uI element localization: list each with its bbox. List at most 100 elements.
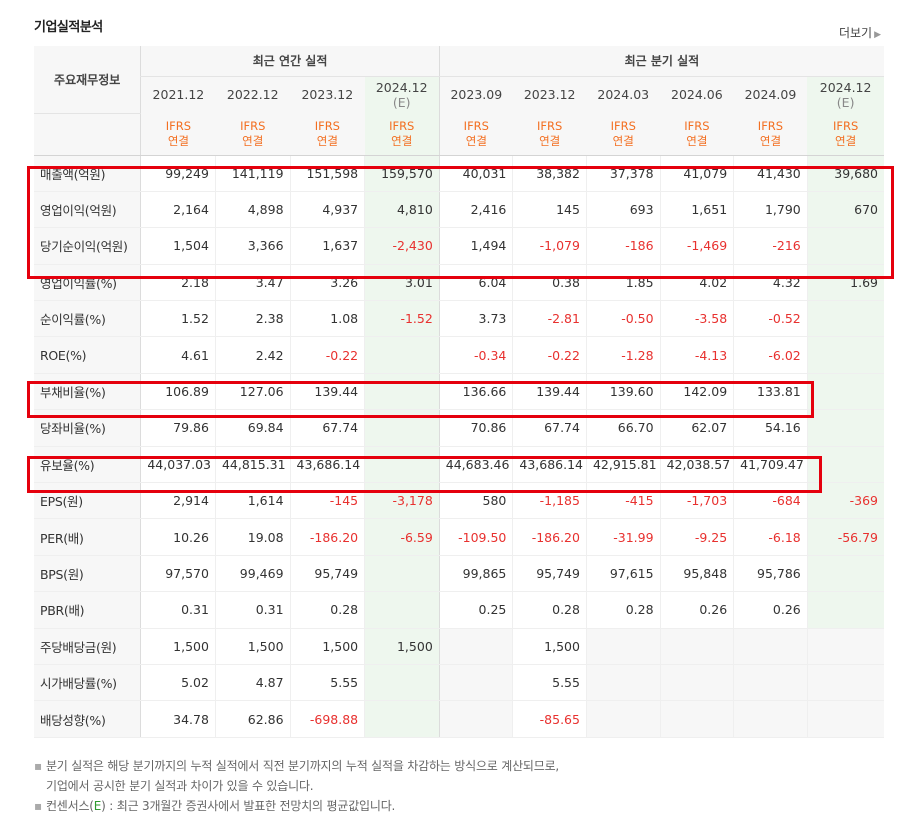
period-header: 2023.09 bbox=[438, 76, 513, 113]
more-link[interactable]: 더보기 ▶ bbox=[839, 24, 881, 41]
table-cell: 99,249 bbox=[140, 155, 216, 192]
table-cell: 54.16 bbox=[733, 409, 808, 447]
table-cell: -31.99 bbox=[585, 518, 661, 556]
table-cell: 5.55 bbox=[289, 664, 365, 702]
table-cell: 1,494 bbox=[438, 227, 513, 265]
table-cell: -1,079 bbox=[512, 227, 587, 265]
table-cell: 5.55 bbox=[512, 664, 587, 702]
row-label: EPS(원) bbox=[34, 482, 141, 520]
table-cell: 0.28 bbox=[512, 591, 587, 629]
table-cell: 5.02 bbox=[140, 664, 216, 702]
table-row: 주당배당금(원) 1,500 1,500 1,500 1,500 1,500 bbox=[34, 627, 884, 665]
table-cell: 44,037.03 bbox=[140, 446, 216, 484]
table-cell: 37,378 bbox=[585, 155, 661, 192]
period-label: 2023.09 bbox=[450, 87, 503, 103]
table-cell bbox=[806, 664, 884, 702]
table-cell bbox=[806, 591, 884, 629]
table-cell: -0.22 bbox=[512, 336, 587, 374]
table-cell: 4,898 bbox=[214, 191, 291, 229]
table-cell: -0.22 bbox=[289, 336, 365, 374]
table-cell: -1.28 bbox=[585, 336, 661, 374]
period-header: 2024.12 (E) bbox=[364, 76, 440, 113]
ifrs-badge: IFRS 연결 bbox=[215, 113, 291, 156]
table-cell bbox=[733, 627, 808, 665]
table-cell: 1,500 bbox=[512, 627, 587, 665]
table-cell: 106.89 bbox=[140, 372, 216, 411]
ifrs-badge: IFRS 연결 bbox=[660, 113, 734, 156]
table-cell: 69.84 bbox=[214, 409, 291, 447]
period-label: 2024.12 bbox=[375, 79, 428, 95]
footnote-2: ▪ 컨센서스(E) : 최근 3개월간 증권사에서 발표한 전망치의 평균값입니다… bbox=[34, 799, 396, 813]
ifrs-top: IFRS bbox=[537, 118, 563, 133]
table-cell: 6.04 bbox=[438, 263, 513, 302]
table-cell: 79.86 bbox=[140, 409, 216, 447]
table-cell bbox=[806, 227, 884, 265]
footnotes: ▪ 분기 실적은 해당 분기까지의 누적 실적에서 직전 분기까지의 누적 실적을… bbox=[34, 756, 559, 816]
table-cell: 3.73 bbox=[438, 300, 513, 338]
table-cell: -216 bbox=[733, 227, 808, 265]
table-cell bbox=[585, 627, 661, 665]
table-cell: -6.18 bbox=[733, 518, 808, 556]
table-cell: 139.44 bbox=[289, 372, 365, 411]
table-cell bbox=[659, 664, 734, 702]
table-cell: -186.20 bbox=[289, 518, 365, 556]
table-row: PER(배) 10.26 19.08 -186.20 -6.59 -109.50 -186.… bbox=[34, 518, 884, 556]
table-cell: -109.50 bbox=[438, 518, 513, 556]
table-cell: 141,119 bbox=[214, 155, 291, 192]
table-cell bbox=[806, 627, 884, 665]
table-cell: 40,031 bbox=[438, 155, 513, 192]
table-cell: 43,686.14 bbox=[512, 446, 587, 484]
ifrs-bottom: 연결 bbox=[391, 133, 413, 148]
row-label: 주당배당금(원) bbox=[34, 627, 141, 665]
table-cell: 1,614 bbox=[214, 482, 291, 520]
row-label: 매출액(억원) bbox=[34, 155, 141, 192]
table-cell bbox=[585, 700, 661, 738]
table-cell bbox=[364, 700, 440, 738]
ifrs-bottom: 연결 bbox=[465, 133, 487, 148]
table-row: 영업이익률(%) 2.18 3.47 3.26 3.01 6.04 0.38 1.85 4.02… bbox=[34, 263, 884, 302]
table-cell: 44,815.31 bbox=[214, 446, 291, 484]
table-cell bbox=[364, 336, 440, 374]
table-cell: -145 bbox=[289, 482, 365, 520]
ifrs-badge: IFRS 연결 bbox=[733, 113, 808, 156]
table-cell: -3.58 bbox=[659, 300, 734, 338]
table-cell: 139.60 bbox=[585, 372, 661, 411]
table-cell: 2,164 bbox=[140, 191, 216, 229]
table-cell: 2,914 bbox=[140, 482, 216, 520]
footnote-2-suffix: ) : 최근 3개월간 증권사에서 발표한 전망치의 평균값입니다. bbox=[101, 799, 396, 813]
footnote-1: ▪ 분기 실적은 해당 분기까지의 누적 실적에서 직전 분기까지의 누적 실적을… bbox=[34, 759, 560, 773]
ifrs-badge: IFRS 연결 bbox=[438, 113, 513, 156]
footnote-1-text: 분기 실적은 해당 분기까지의 누적 실적에서 직전 분기까지의 누적 실적을 … bbox=[45, 759, 560, 773]
table-cell: 4.61 bbox=[140, 336, 216, 374]
period-header: 2024.03 bbox=[586, 76, 661, 113]
table-cell: -3,178 bbox=[364, 482, 440, 520]
row-label: 배당성향(%) bbox=[34, 700, 141, 738]
ifrs-top: IFRS bbox=[610, 118, 636, 133]
table-cell: 43,686.14 bbox=[289, 446, 365, 484]
ifrs-bottom: 연결 bbox=[686, 133, 708, 148]
row-label: 부채비율(%) bbox=[34, 372, 141, 411]
ifrs-badge: IFRS 연결 bbox=[364, 113, 440, 156]
table-cell: -2.81 bbox=[512, 300, 587, 338]
row-label: PBR(배) bbox=[34, 591, 141, 629]
table-cell: 67.74 bbox=[289, 409, 365, 447]
ifrs-bottom: 연결 bbox=[167, 133, 189, 148]
table-cell: 42,915.81 bbox=[585, 446, 661, 484]
table-cell: 95,749 bbox=[289, 555, 365, 593]
table-cell: 34.78 bbox=[140, 700, 216, 738]
table-row: 당좌비율(%) 79.86 69.84 67.74 70.86 67.74 66.70 62.… bbox=[34, 409, 884, 447]
table-cell bbox=[733, 664, 808, 702]
period-header: 2021.12 bbox=[140, 76, 216, 113]
ifrs-label-spacer bbox=[34, 113, 141, 156]
table-cell: 2.18 bbox=[140, 263, 216, 302]
chevron-right-icon: ▶ bbox=[874, 30, 881, 40]
ifrs-badge: IFRS 연결 bbox=[140, 113, 216, 156]
table-cell: 4,937 bbox=[289, 191, 365, 229]
table-cell: -0.34 bbox=[438, 336, 513, 374]
table-cell: 3,366 bbox=[214, 227, 291, 265]
table-cell: 580 bbox=[438, 482, 513, 520]
financial-table: 주요재무정보 최근 연간 실적 최근 분기 실적 2021.12 2022.12 2… bbox=[34, 46, 884, 738]
period-header: 2022.12 bbox=[215, 76, 291, 113]
ifrs-bottom: 연결 bbox=[759, 133, 782, 148]
table-cell: 145 bbox=[512, 191, 587, 229]
